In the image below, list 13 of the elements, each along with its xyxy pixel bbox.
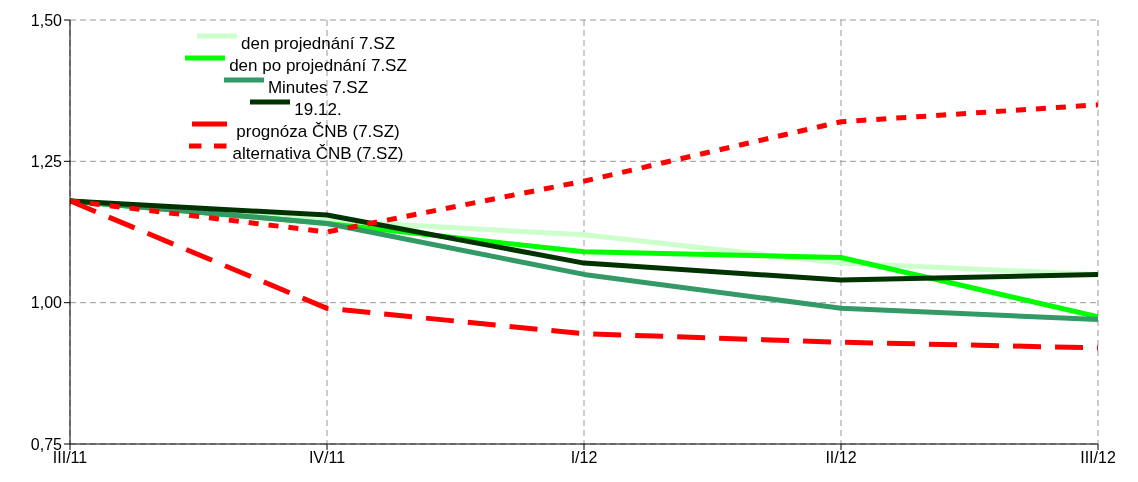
legend-label: den projednání 7.SZ bbox=[240, 34, 396, 54]
x-tick-label: II/12 bbox=[825, 449, 857, 467]
y-tick-label: 1,25 bbox=[30, 153, 63, 171]
x-tick-label: I/12 bbox=[570, 449, 598, 467]
legend-label: 19.12. bbox=[294, 100, 342, 120]
legend-label: alternativa ČNB (7.SZ) bbox=[232, 144, 404, 164]
legend-label: prognóza ČNB (7.SZ) bbox=[236, 122, 400, 142]
x-tick-label: III/12 bbox=[1080, 449, 1116, 467]
x-tick-label: IV/11 bbox=[308, 449, 346, 467]
y-tick-label: 1,50 bbox=[30, 11, 63, 29]
legend-label: den po projednání 7.SZ bbox=[229, 56, 407, 76]
y-tick-label: 1,00 bbox=[30, 294, 63, 312]
legend-label: Minutes 7.SZ bbox=[267, 78, 369, 98]
